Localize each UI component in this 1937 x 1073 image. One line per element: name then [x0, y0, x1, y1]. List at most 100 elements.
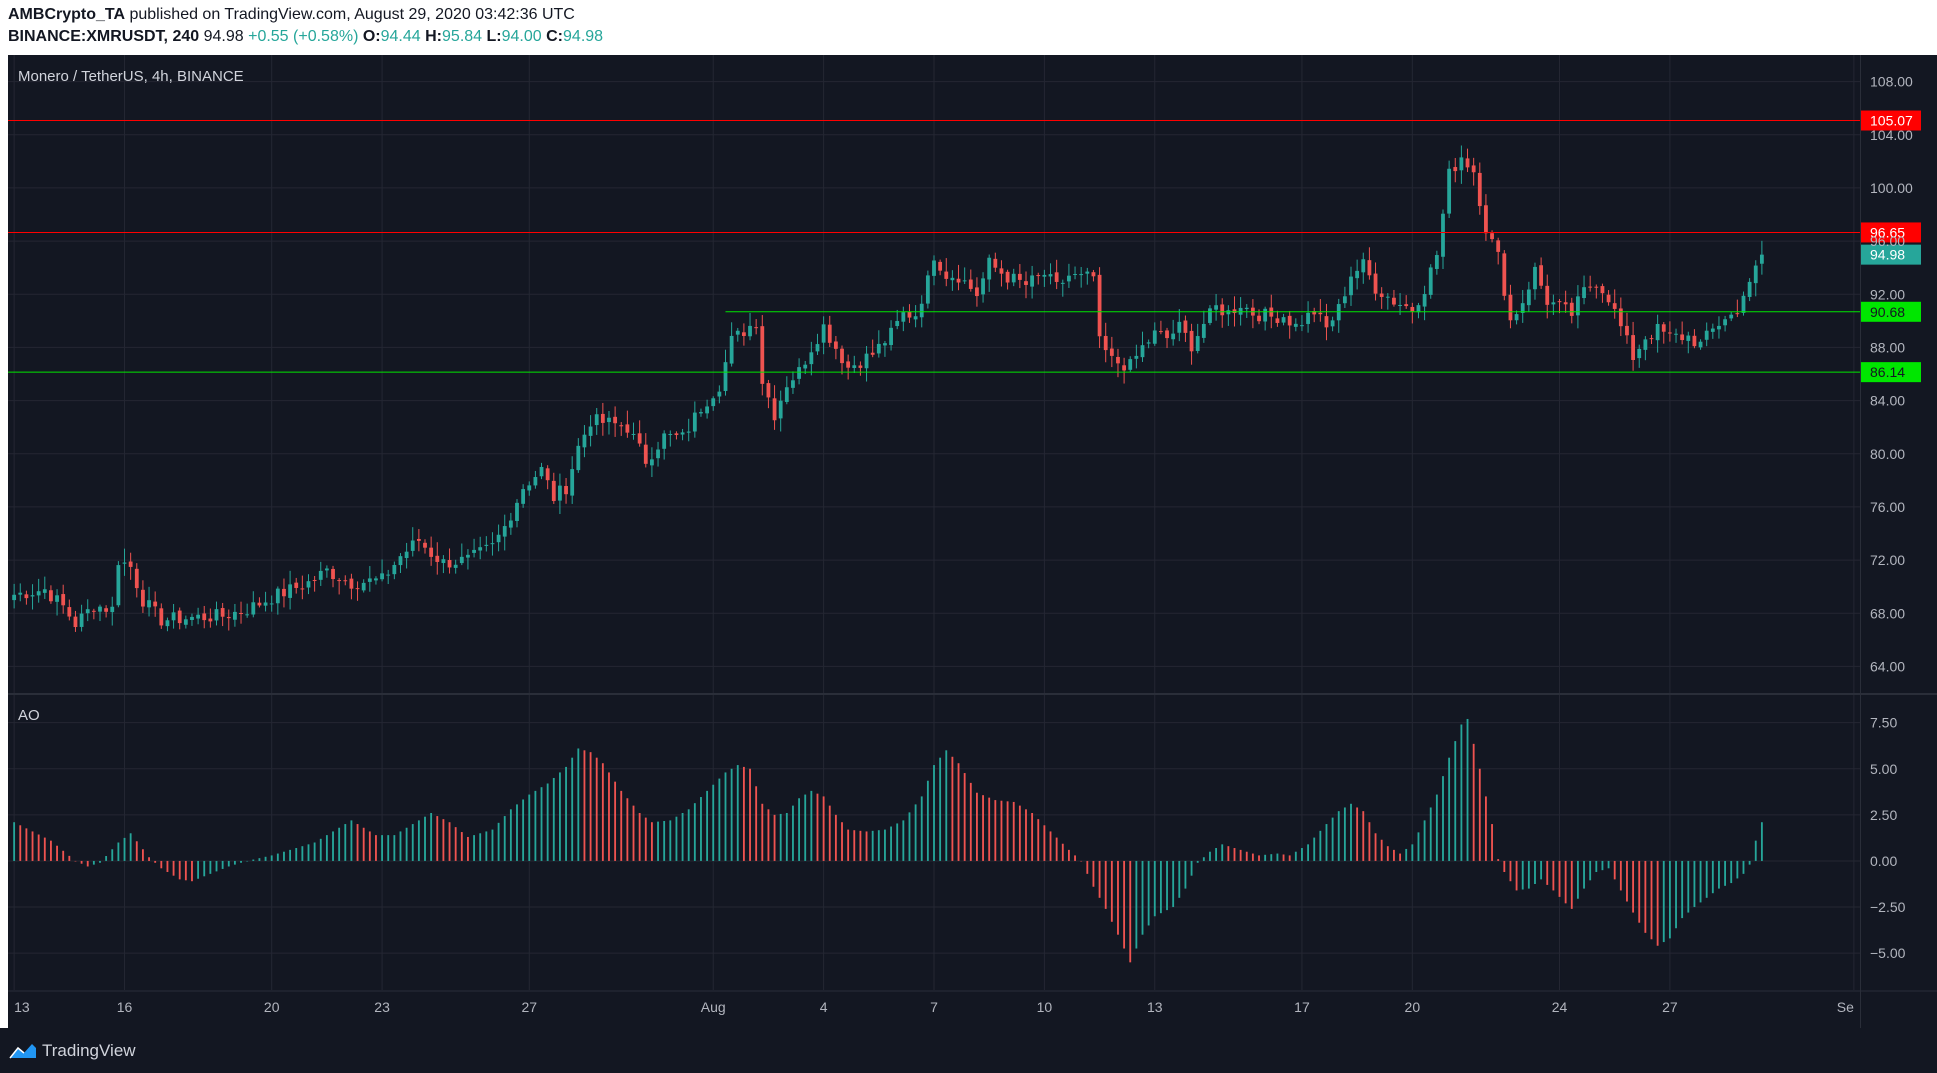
- ao-bar: [1478, 768, 1481, 861]
- ao-bar: [1067, 849, 1070, 861]
- candle-body: [49, 590, 53, 602]
- ao-bar: [1153, 860, 1156, 917]
- ao-bar: [638, 813, 641, 861]
- ao-bar: [393, 835, 396, 861]
- candle-body: [637, 433, 642, 444]
- open-value: 94.44: [380, 28, 421, 45]
- ao-bar: [62, 850, 65, 861]
- ao-bar: [1184, 860, 1187, 889]
- candle-body: [1091, 272, 1096, 277]
- ao-bar: [50, 840, 52, 861]
- ao-bar: [1534, 860, 1536, 884]
- candle-body: [496, 534, 501, 543]
- candle-body: [717, 391, 722, 397]
- ao-bar: [1301, 848, 1303, 861]
- ao-bar: [503, 816, 506, 861]
- ao-bar: [37, 834, 40, 861]
- ao-bar: [1104, 860, 1107, 909]
- ao-bar: [749, 768, 751, 861]
- ao-bar: [491, 829, 494, 861]
- candle-body: [588, 426, 593, 436]
- candle-body: [1428, 267, 1433, 295]
- ao-bar: [1521, 860, 1524, 890]
- candle-body: [1704, 330, 1709, 340]
- candle-body: [1300, 325, 1304, 327]
- candle-body: [1349, 276, 1353, 296]
- time-tick-label: 7: [930, 999, 938, 1015]
- candle-body: [1109, 348, 1114, 356]
- candle-body: [876, 343, 881, 354]
- ao-bar: [1227, 846, 1230, 861]
- candle-body: [269, 603, 274, 605]
- ao-bar: [933, 765, 935, 861]
- publisher-name[interactable]: AMBCrypto_TA: [8, 6, 126, 23]
- ao-bar: [614, 781, 617, 861]
- candle-body: [883, 343, 887, 346]
- candle-body: [631, 433, 636, 435]
- candle-body: [674, 433, 679, 436]
- candle-body: [429, 547, 434, 557]
- candle-body: [803, 364, 808, 369]
- candle-body: [1373, 273, 1378, 294]
- price-tick-label: 84.00: [1870, 393, 1905, 409]
- time-tick-label: 17: [1294, 999, 1310, 1015]
- price-tick-label: 76.00: [1870, 499, 1905, 515]
- candle-body: [1257, 315, 1261, 322]
- candle-body: [521, 489, 526, 504]
- candle-body: [938, 261, 943, 271]
- candle-body: [1140, 345, 1145, 358]
- chart-area[interactable]: 105.07 96.65 90.68 86.14 94.98 108.00 104.00 10…: [8, 55, 1937, 1028]
- ao-bar: [534, 790, 537, 861]
- candle-body: [282, 588, 286, 597]
- candle-body: [1680, 334, 1685, 341]
- candle-body: [1453, 167, 1458, 172]
- candle-body: [760, 326, 765, 384]
- candle-body: [294, 582, 299, 588]
- candle-body: [1747, 281, 1752, 297]
- ao-bar: [601, 763, 604, 861]
- price-chart-svg[interactable]: 105.07 96.65 90.68 86.14 94.98 108.00 104.00 10…: [8, 55, 1937, 1028]
- candle-body: [1177, 321, 1182, 333]
- tradingview-brand[interactable]: TradingView: [42, 1041, 136, 1060]
- ao-bar: [1239, 849, 1242, 861]
- candle-body: [1385, 296, 1390, 298]
- candle-body: [134, 568, 139, 589]
- support-level-tag: [1861, 362, 1921, 383]
- candle-body: [858, 365, 863, 368]
- candle-body: [190, 616, 194, 620]
- ao-bar: [307, 844, 310, 861]
- ao-bar: [810, 790, 813, 861]
- ao-bar: [301, 846, 304, 861]
- ao-bar: [43, 837, 46, 861]
- candle-body: [441, 559, 446, 564]
- ao-bar: [1166, 860, 1168, 911]
- candle-body: [932, 260, 936, 276]
- ao-bar: [1668, 860, 1671, 939]
- support-level-label: 86.14: [1870, 364, 1905, 380]
- ao-bar: [644, 817, 647, 861]
- candle-body: [1011, 273, 1016, 283]
- high-value: 95.84: [442, 28, 483, 45]
- ao-bar: [951, 756, 954, 861]
- ao-bar: [976, 792, 978, 861]
- candle-body: [1741, 295, 1746, 313]
- candle-body: [840, 348, 844, 364]
- candle-body: [380, 573, 384, 580]
- ao-bar: [546, 783, 549, 861]
- ao-bar: [1025, 809, 1027, 861]
- tradingview-logo-icon[interactable]: [8, 1042, 38, 1060]
- ao-bar: [1736, 860, 1739, 879]
- ao-bar: [767, 809, 770, 861]
- candle-body: [1158, 331, 1163, 333]
- candle-body: [1342, 296, 1347, 304]
- candle-body: [643, 444, 648, 464]
- candle-body: [815, 344, 820, 352]
- ao-bar: [871, 830, 874, 861]
- candle-body: [784, 387, 789, 402]
- candle-body: [1404, 304, 1409, 307]
- candle-body: [245, 614, 250, 616]
- ao-bar: [13, 822, 16, 861]
- candle-body: [741, 332, 746, 336]
- ao-bar: [1343, 807, 1346, 861]
- time-tick-label: 27: [1662, 999, 1678, 1015]
